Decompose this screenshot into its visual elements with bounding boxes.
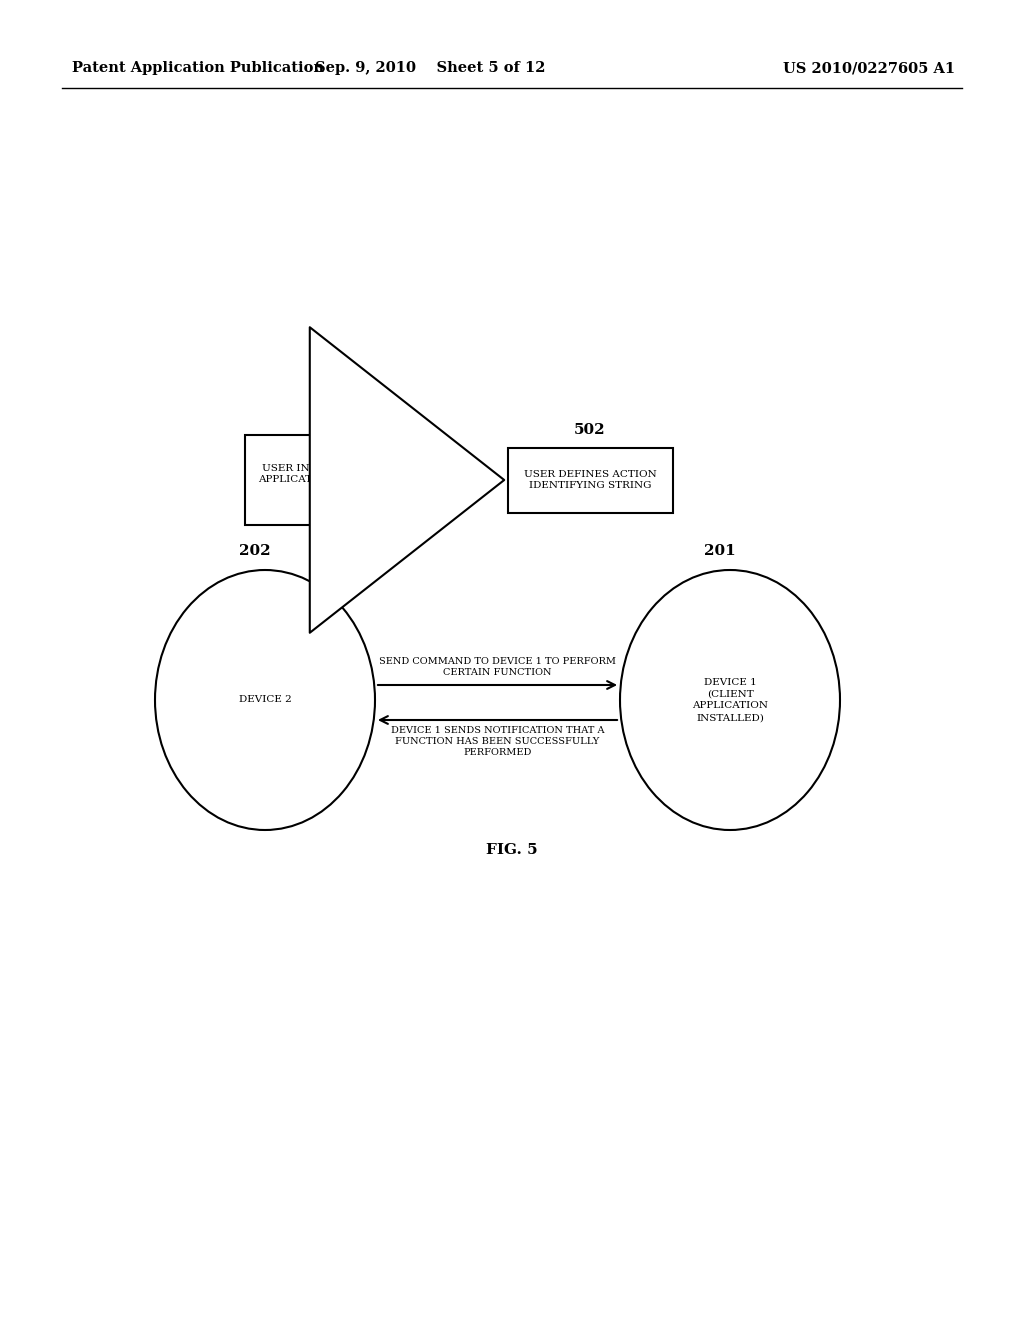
Text: US 2010/0227605 A1: US 2010/0227605 A1 bbox=[783, 61, 955, 75]
Text: SEND COMMAND TO DEVICE 1 TO PERFORM
CERTAIN FUNCTION: SEND COMMAND TO DEVICE 1 TO PERFORM CERT… bbox=[379, 657, 616, 677]
Bar bbox=[245, 436, 415, 525]
Text: Sep. 9, 2010    Sheet 5 of 12: Sep. 9, 2010 Sheet 5 of 12 bbox=[314, 61, 545, 75]
Text: 501: 501 bbox=[314, 411, 346, 425]
Text: Patent Application Publication: Patent Application Publication bbox=[72, 61, 324, 75]
Text: DEVICE 1
(CLIENT
APPLICATION
INSTALLED): DEVICE 1 (CLIENT APPLICATION INSTALLED) bbox=[692, 677, 768, 722]
Bar bbox=[508, 447, 673, 512]
Text: USER DEFINES ACTION
IDENTIFYING STRING: USER DEFINES ACTION IDENTIFYING STRING bbox=[523, 470, 656, 491]
Text: 202: 202 bbox=[240, 544, 270, 558]
Ellipse shape bbox=[155, 570, 375, 830]
Text: 502: 502 bbox=[574, 424, 606, 437]
Text: DEVICE 1 SENDS NOTIFICATION THAT A
FUNCTION HAS BEEN SUCCESSFULLY
PERFORMED: DEVICE 1 SENDS NOTIFICATION THAT A FUNCT… bbox=[391, 726, 604, 758]
Ellipse shape bbox=[620, 570, 840, 830]
Text: USER INSTALLS CLIENT
APPLICATION ON DEVICE
1: USER INSTALLS CLIENT APPLICATION ON DEVI… bbox=[258, 463, 401, 496]
Text: DEVICE 2: DEVICE 2 bbox=[239, 696, 292, 705]
Text: FIG. 5: FIG. 5 bbox=[486, 843, 538, 857]
Text: 201: 201 bbox=[705, 544, 736, 558]
